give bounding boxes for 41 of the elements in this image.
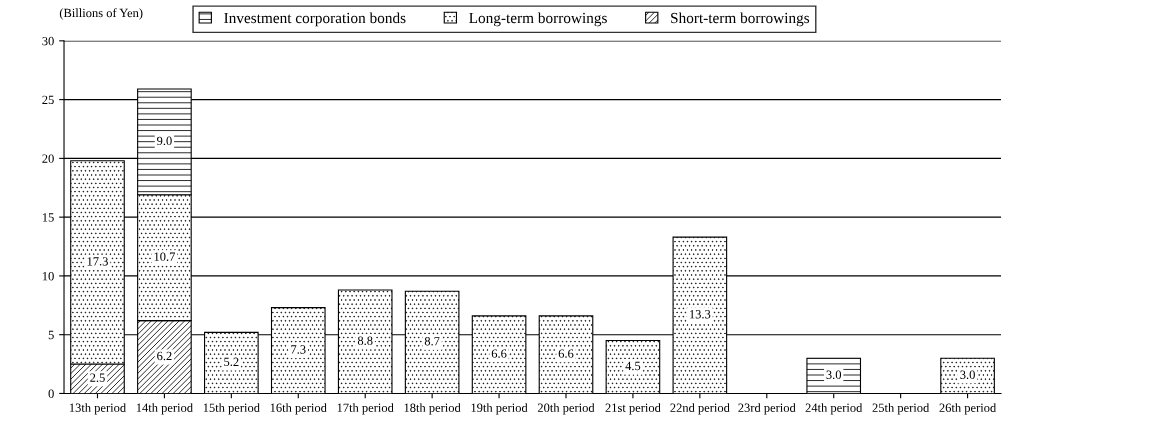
y-axis-title: (Billions of Yen) <box>59 8 143 20</box>
legend-label: Short-term borrowings <box>671 12 810 27</box>
x-tick-label: 14th period <box>136 403 193 415</box>
x-tick-label: 23rd period <box>738 403 796 415</box>
data-label: 4.5 <box>625 361 641 371</box>
x-tick-label: 21st period <box>605 403 661 415</box>
legend-label: Investment corporation bonds <box>224 12 406 27</box>
x-tick-label: 17th period <box>337 403 394 415</box>
y-tick-label: 5 <box>48 330 54 340</box>
x-tick-label: 19th period <box>471 403 528 415</box>
y-tick-label: 10 <box>42 271 54 281</box>
x-tick-label: 24th period <box>805 403 863 415</box>
data-label: 2.5 <box>90 373 105 382</box>
x-tick-label: 26th period <box>939 403 997 415</box>
y-tick-label: 0 <box>48 389 54 398</box>
data-label: 6.6 <box>558 349 574 358</box>
data-label: 6.6 <box>491 349 507 358</box>
x-tick-label: 22nd period <box>670 403 730 415</box>
y-tick-label: 15 <box>42 213 54 222</box>
data-label: 17.3 <box>87 257 108 266</box>
data-label: 8.7 <box>424 337 440 346</box>
x-tick-label: 13th period <box>69 403 126 415</box>
data-label: 10.7 <box>154 252 175 261</box>
x-tick-label: 20th period <box>537 403 595 415</box>
data-label: 13.3 <box>690 310 711 319</box>
x-tick-label: 18th period <box>404 403 461 415</box>
y-tick-label: 30 <box>42 36 54 46</box>
y-tick-label: 25 <box>42 95 54 105</box>
data-label: 5.2 <box>224 357 239 367</box>
data-label: 3.0 <box>826 370 842 379</box>
x-tick-label: 25th period <box>872 403 930 415</box>
data-label: 6.2 <box>157 351 172 361</box>
data-label: 8.8 <box>357 336 373 345</box>
x-tick-label: 16th period <box>270 403 327 415</box>
legend-label: Long-term borrowings <box>469 12 607 27</box>
y-tick-label: 20 <box>42 154 54 163</box>
data-label: 9.0 <box>157 136 172 146</box>
x-tick-label: 15th period <box>203 403 260 415</box>
data-label: 3.0 <box>960 370 975 379</box>
data-label: 7.3 <box>291 345 306 354</box>
bar <box>605 340 661 394</box>
